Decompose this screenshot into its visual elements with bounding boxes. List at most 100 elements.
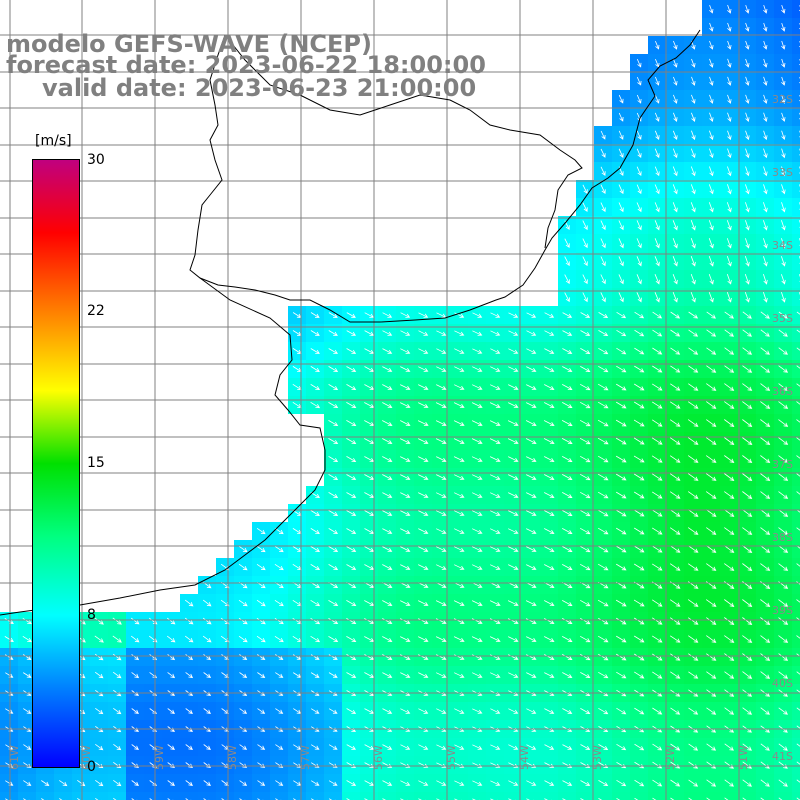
wind-speed-cell	[576, 792, 594, 800]
wind-arrow	[310, 384, 321, 391]
wind-speed-cell	[792, 0, 800, 18]
wind-arrow	[382, 636, 393, 642]
wind-arrow	[687, 473, 699, 481]
wind-arrow	[436, 708, 447, 714]
wind-arrow	[526, 672, 537, 678]
wind-arrow	[745, 40, 750, 50]
wind-arrow	[742, 311, 752, 319]
wind-arrow	[149, 798, 156, 800]
wind-arrow	[113, 743, 122, 751]
wind-arrow	[346, 546, 357, 552]
wind-arrow	[454, 492, 465, 498]
wind-arrow	[113, 761, 122, 769]
wind-arrow	[328, 618, 339, 625]
wind-arrow	[166, 635, 176, 643]
wind-arrow	[636, 274, 642, 285]
wind-arrow	[310, 599, 321, 607]
wind-arrow	[655, 40, 660, 50]
wind-arrow	[690, 220, 696, 231]
wind-arrow	[435, 420, 447, 426]
wind-arrow	[598, 780, 609, 787]
wind-arrow	[670, 329, 681, 337]
wind-arrow	[382, 438, 393, 444]
wind-arrow	[781, 94, 786, 104]
wind-arrow	[418, 474, 429, 480]
wind-arrow	[471, 600, 483, 606]
wind-arrow	[690, 256, 696, 267]
wind-arrow	[508, 348, 519, 354]
wind-arrow	[274, 563, 284, 571]
wind-arrow	[763, 76, 768, 86]
wind-arrow	[580, 383, 591, 391]
wind-arrow	[669, 401, 681, 409]
wind-arrow	[543, 420, 555, 426]
wind-arrow	[742, 599, 753, 608]
wind-arrow	[634, 797, 639, 800]
wind-arrow	[256, 635, 266, 643]
wind-arrow	[778, 797, 783, 800]
wind-arrow	[544, 528, 555, 534]
wind-arrow	[508, 546, 519, 552]
wind-speed-cell	[792, 144, 800, 162]
wind-arrow	[706, 563, 717, 571]
wind-arrow	[634, 329, 645, 337]
wind-arrow	[706, 653, 717, 661]
wind-arrow	[310, 366, 320, 373]
wind-arrow	[636, 94, 642, 104]
wind-arrow	[742, 383, 753, 391]
wind-arrow	[778, 743, 788, 751]
wind-arrow	[636, 58, 642, 68]
wind-arrow	[688, 671, 699, 679]
wind-speed-cell	[54, 792, 72, 800]
wind-arrow	[724, 779, 734, 787]
wind-arrow	[616, 311, 627, 319]
wind-arrow	[669, 437, 681, 445]
wind-arrow	[705, 473, 717, 481]
wind-arrow	[760, 635, 771, 643]
wind-arrow	[618, 220, 624, 231]
wind-arrow	[654, 112, 660, 122]
wind-arrow	[580, 473, 591, 481]
wind-arrow	[633, 599, 645, 607]
wind-arrow	[418, 330, 429, 336]
wind-arrow	[95, 707, 104, 715]
wind-arrow	[726, 255, 732, 267]
wind-arrow	[654, 94, 660, 104]
wind-arrow	[655, 76, 660, 86]
wind-arrow	[580, 780, 591, 786]
wind-arrow	[781, 256, 786, 267]
wind-arrow	[651, 653, 663, 661]
wind-arrow	[562, 366, 573, 372]
latitude-label: 35S	[772, 312, 793, 325]
wind-arrow	[669, 563, 681, 571]
wind-arrow	[597, 545, 609, 553]
wind-arrow	[796, 761, 800, 765]
wind-arrow	[633, 437, 645, 445]
wind-arrow	[745, 148, 750, 159]
wind-arrow	[672, 184, 678, 195]
wind-arrow	[5, 798, 12, 800]
wind-arrow	[257, 744, 266, 750]
wind-arrow	[436, 474, 447, 480]
wind-arrow	[453, 456, 465, 462]
wind-arrow	[562, 744, 573, 750]
wind-speed-cell	[126, 792, 144, 800]
wind-arrow	[508, 474, 519, 480]
wind-arrow	[293, 798, 300, 800]
wind-arrow	[257, 708, 266, 714]
wind-arrow	[582, 274, 588, 285]
wind-arrow	[526, 492, 537, 498]
wind-arrow	[490, 528, 501, 534]
wind-arrow	[600, 148, 606, 158]
wind-arrow	[724, 329, 734, 337]
wind-arrow	[418, 546, 429, 552]
wind-arrow	[364, 312, 375, 318]
wind-arrow	[742, 419, 753, 428]
wind-arrow	[618, 94, 624, 104]
wind-arrow	[490, 510, 501, 516]
wind-arrow	[597, 383, 609, 391]
wind-arrow	[257, 672, 266, 678]
wind-arrow	[167, 744, 175, 751]
wind-arrow	[597, 419, 609, 427]
wind-arrow	[382, 600, 393, 606]
